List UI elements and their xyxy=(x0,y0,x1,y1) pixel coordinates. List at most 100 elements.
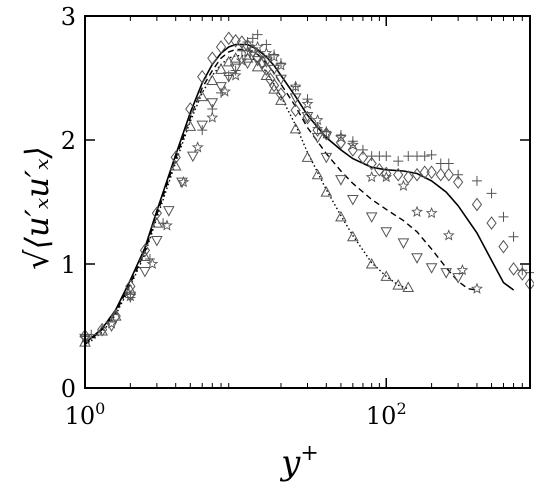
triangle-up-marker xyxy=(402,281,415,293)
plus-marker xyxy=(393,156,404,167)
triangle-up-marker xyxy=(196,90,209,102)
diamond-marker xyxy=(185,102,196,116)
star-marker xyxy=(146,257,159,269)
triangle-down-marker xyxy=(301,111,314,123)
triangle-down-marker xyxy=(151,235,163,247)
plus-marker xyxy=(453,169,464,180)
plus-marker xyxy=(357,144,368,155)
triangle-up-marker xyxy=(365,257,378,269)
triangle-up-marker xyxy=(124,284,137,295)
triangle-down-marker xyxy=(320,152,333,164)
x-tick-label: 100 xyxy=(65,399,106,430)
star-marker xyxy=(335,131,347,143)
triangle-down-marker xyxy=(335,175,347,186)
triangle-down-marker xyxy=(124,291,137,303)
triangle-up-marker xyxy=(109,310,122,321)
star-marker xyxy=(311,114,324,126)
diamond-marker xyxy=(357,150,369,165)
triangle-down-marker xyxy=(311,133,324,144)
diamond-marker xyxy=(508,262,519,276)
diamond-marker xyxy=(393,167,404,182)
triangle-up-marker xyxy=(229,52,242,63)
star-marker xyxy=(365,171,378,183)
diamond-marker xyxy=(215,40,227,54)
star-marker xyxy=(260,47,273,59)
star-marker xyxy=(191,141,204,153)
star-marker xyxy=(442,229,455,241)
star-marker xyxy=(397,179,410,191)
star-marker xyxy=(456,263,469,276)
plus-marker xyxy=(498,211,509,222)
triangle-up-marker xyxy=(275,94,287,105)
triangle-down-marker xyxy=(440,268,453,279)
diamond-marker xyxy=(486,216,497,230)
triangle-up-marker xyxy=(169,160,182,171)
triangle-up-marker xyxy=(392,279,405,290)
triangle-down-marker xyxy=(452,273,464,284)
triangle-up-marker xyxy=(260,69,273,81)
plus-marker xyxy=(419,151,430,162)
triangle-up-marker xyxy=(251,60,264,72)
star-marker xyxy=(229,69,242,81)
y-tick-label: 0 xyxy=(61,375,76,403)
triangle-up-marker xyxy=(215,63,227,74)
diamond-marker xyxy=(223,31,234,46)
x-tick-label: 102 xyxy=(366,399,407,430)
x-axis-label-sup: + xyxy=(300,441,318,466)
triangle-down-marker xyxy=(215,82,227,93)
triangle-down-marker xyxy=(251,56,264,67)
diamond-marker xyxy=(435,167,446,182)
diamond-marker xyxy=(312,123,323,137)
series-line-dotted xyxy=(84,55,409,347)
triangle-down-marker xyxy=(176,177,188,189)
triangle-up-marker xyxy=(301,151,314,162)
plus-marker xyxy=(403,151,414,162)
diamond-marker xyxy=(170,150,181,165)
star-marker xyxy=(246,43,259,55)
diamond-marker xyxy=(236,35,247,49)
diamond-marker xyxy=(268,78,280,93)
plus-marker xyxy=(508,231,519,242)
star-marker xyxy=(301,97,314,110)
x-axis-label: y+ xyxy=(279,441,319,483)
star-marker xyxy=(380,171,393,183)
triangle-up-marker xyxy=(206,74,219,85)
y-tick-label: 3 xyxy=(61,3,76,31)
triangle-up-marker xyxy=(346,230,359,242)
triangle-up-marker xyxy=(320,186,333,197)
diamond-marker xyxy=(419,165,430,180)
triangle-up-marker xyxy=(268,83,280,94)
x-tick-label-base: 10 xyxy=(65,402,96,430)
triangle-down-marker xyxy=(365,212,378,223)
triangle-down-marker xyxy=(139,266,151,278)
x-axis-label-base: y xyxy=(279,443,301,483)
plus-marker xyxy=(252,29,263,40)
diamond-marker xyxy=(151,206,162,220)
triangle-down-marker xyxy=(196,120,209,132)
triangle-down-marker xyxy=(206,98,219,109)
diamond-marker xyxy=(403,170,414,185)
triangle-down-marker xyxy=(411,253,423,264)
triangle-down-marker xyxy=(229,63,242,75)
triangle-down-marker xyxy=(346,195,359,206)
series-layer xyxy=(84,43,515,347)
triangle-down-marker xyxy=(162,206,175,217)
diamond-marker xyxy=(261,62,272,77)
plot-area xyxy=(85,16,530,388)
plus-marker xyxy=(381,151,392,162)
diamond-marker xyxy=(197,69,208,84)
triangle-up-marker xyxy=(311,168,324,180)
diamond-marker xyxy=(230,33,241,48)
star-marker xyxy=(251,40,264,52)
diamond-marker xyxy=(374,162,385,177)
star-marker xyxy=(161,219,173,231)
triangle-down-marker xyxy=(397,238,410,249)
diamond-marker xyxy=(97,322,108,337)
diamond-marker xyxy=(252,50,263,64)
triangle-up-marker xyxy=(96,324,109,336)
triangle-up-marker xyxy=(335,210,347,222)
y-axis-label: √⟨u′ₓu′ₓ⟩ xyxy=(18,146,56,270)
star-marker xyxy=(425,207,438,219)
triangle-down-marker xyxy=(275,74,287,86)
